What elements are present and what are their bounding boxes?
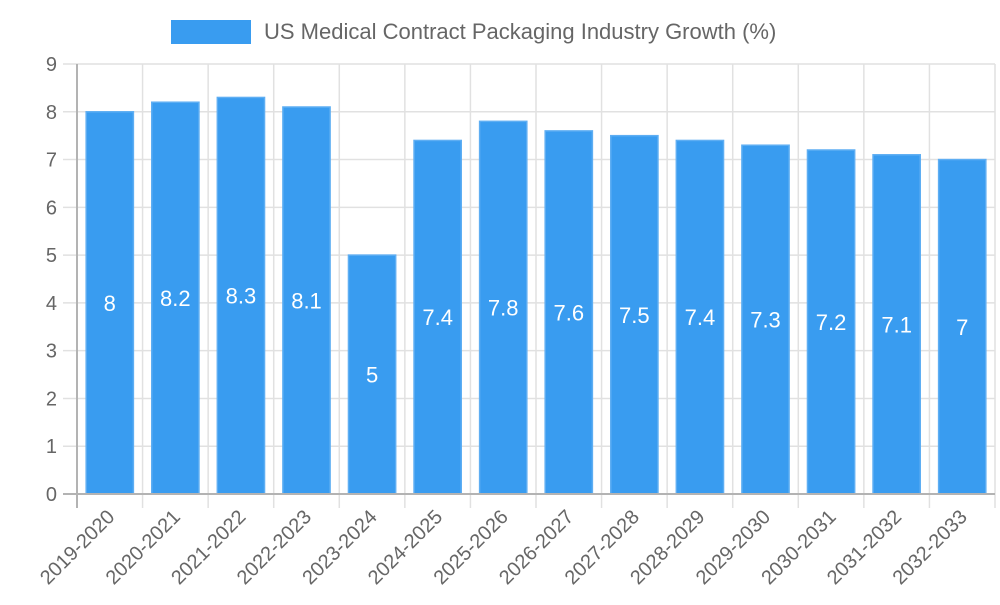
y-tick-label: 1 xyxy=(46,436,57,458)
data-label: 5 xyxy=(366,363,378,388)
y-tick-label: 6 xyxy=(46,197,57,219)
x-axis-ticks: 2019-20202020-20212021-20222022-20232023… xyxy=(36,506,972,589)
bars xyxy=(85,96,987,495)
data-label: 8.3 xyxy=(226,284,257,309)
legend-label: US Medical Contract Packaging Industry G… xyxy=(264,19,776,44)
y-tick-label: 0 xyxy=(46,484,57,506)
data-label: 7.8 xyxy=(488,296,519,321)
data-label: 7.3 xyxy=(750,308,781,333)
y-tick-label: 8 xyxy=(46,102,57,124)
legend[interactable]: US Medical Contract Packaging Industry G… xyxy=(171,19,776,44)
bar xyxy=(478,120,528,495)
bar xyxy=(216,96,266,495)
data-label: 7.4 xyxy=(422,305,453,330)
bar xyxy=(806,149,856,495)
bar xyxy=(282,106,331,495)
data-label: 8.1 xyxy=(291,289,322,314)
bar xyxy=(151,101,200,495)
data-label: 7.6 xyxy=(553,300,584,325)
bar xyxy=(675,139,725,495)
y-tick-label: 4 xyxy=(46,293,57,315)
axes xyxy=(63,64,995,508)
data-label: 7.4 xyxy=(685,305,716,330)
bar xyxy=(413,139,462,495)
y-tick-label: 9 xyxy=(46,54,57,76)
data-label: 7.5 xyxy=(619,303,650,328)
y-axis-ticks: 0 1 2 3 4 5 6 7 8 9 xyxy=(46,54,57,506)
y-tick-label: 7 xyxy=(46,150,57,172)
bar xyxy=(85,111,135,495)
bar xyxy=(741,144,790,495)
data-label: 7 xyxy=(956,315,968,340)
data-label: 7.1 xyxy=(881,312,912,337)
data-label: 7.2 xyxy=(816,310,847,335)
bar xyxy=(610,134,659,495)
bar xyxy=(872,154,921,495)
data-label: 8.2 xyxy=(160,286,191,311)
legend-swatch xyxy=(171,20,251,44)
y-tick-label: 5 xyxy=(46,245,57,267)
y-tick-label: 3 xyxy=(46,341,57,363)
y-tick-label: 2 xyxy=(46,388,57,410)
data-label: 8 xyxy=(104,291,116,316)
data-labels: 8 8.2 8.3 8.1 5 7.4 7.8 7.6 7.5 7.4 7.3 7.2 7.1 7 xyxy=(104,284,969,388)
